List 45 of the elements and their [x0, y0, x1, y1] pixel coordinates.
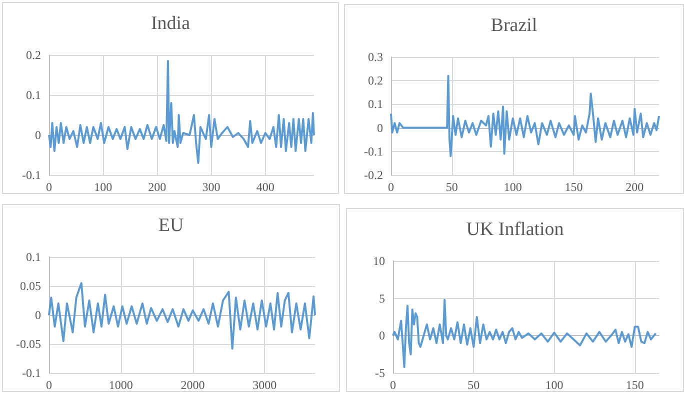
- line-series: [48, 282, 316, 350]
- y-tick-label: -0.1: [22, 366, 41, 380]
- x-tick-label: 100: [545, 378, 564, 392]
- y-tick-label: 0.1: [26, 250, 41, 264]
- y-tick-label: 0.2: [26, 48, 41, 62]
- x-tick-label: 0: [388, 180, 394, 194]
- chart-title: Brazil: [490, 15, 538, 36]
- x-tick-label: 1000: [108, 378, 133, 392]
- y-tick-label: 0.1: [26, 88, 41, 102]
- y-tick-label: 0: [35, 128, 41, 142]
- chart-title: UK Inflation: [466, 219, 564, 240]
- y-tick-label: 0: [35, 308, 41, 322]
- y-tick-label: -0.1: [364, 144, 383, 158]
- chart-title: India: [150, 13, 191, 34]
- y-tick-label: 0.1: [368, 97, 383, 112]
- line-series: [48, 60, 315, 164]
- x-tick-label: 0: [46, 378, 52, 392]
- y-tick-label: 5: [379, 291, 385, 306]
- x-tick-label: 100: [94, 180, 112, 194]
- x-tick-label: 150: [564, 180, 583, 194]
- x-tick-label: 150: [626, 378, 644, 392]
- x-tick-label: 3000: [252, 378, 277, 392]
- y-tick-label: 0: [379, 328, 385, 343]
- x-tick-label: 300: [202, 180, 220, 194]
- y-tick-label: 0.3: [368, 50, 383, 64]
- x-tick-label: 200: [148, 180, 166, 194]
- x-tick-label: 0: [46, 180, 52, 194]
- y-tick-label: 0.2: [368, 74, 383, 88]
- x-tick-label: 2000: [180, 378, 205, 392]
- line-series: [392, 298, 657, 368]
- y-tick-label: 0.05: [20, 279, 41, 293]
- y-tick-label: 0: [377, 120, 383, 135]
- x-tick-label: 100: [504, 180, 522, 194]
- x-tick-label: 50: [468, 378, 480, 392]
- y-tick-label: -0.05: [16, 337, 41, 351]
- x-tick-label: 200: [626, 180, 644, 194]
- chart-title: EU: [158, 215, 184, 236]
- x-tick-label: 0: [390, 378, 396, 392]
- x-tick-label: 400: [256, 180, 274, 194]
- y-tick-label: -0.2: [364, 168, 383, 182]
- y-tick-label: -0.1: [22, 168, 41, 182]
- y-tick-label: -5: [375, 366, 385, 380]
- line-series: [390, 74, 660, 158]
- x-tick-label: 50: [446, 180, 458, 194]
- y-tick-label: 10: [373, 254, 385, 268]
